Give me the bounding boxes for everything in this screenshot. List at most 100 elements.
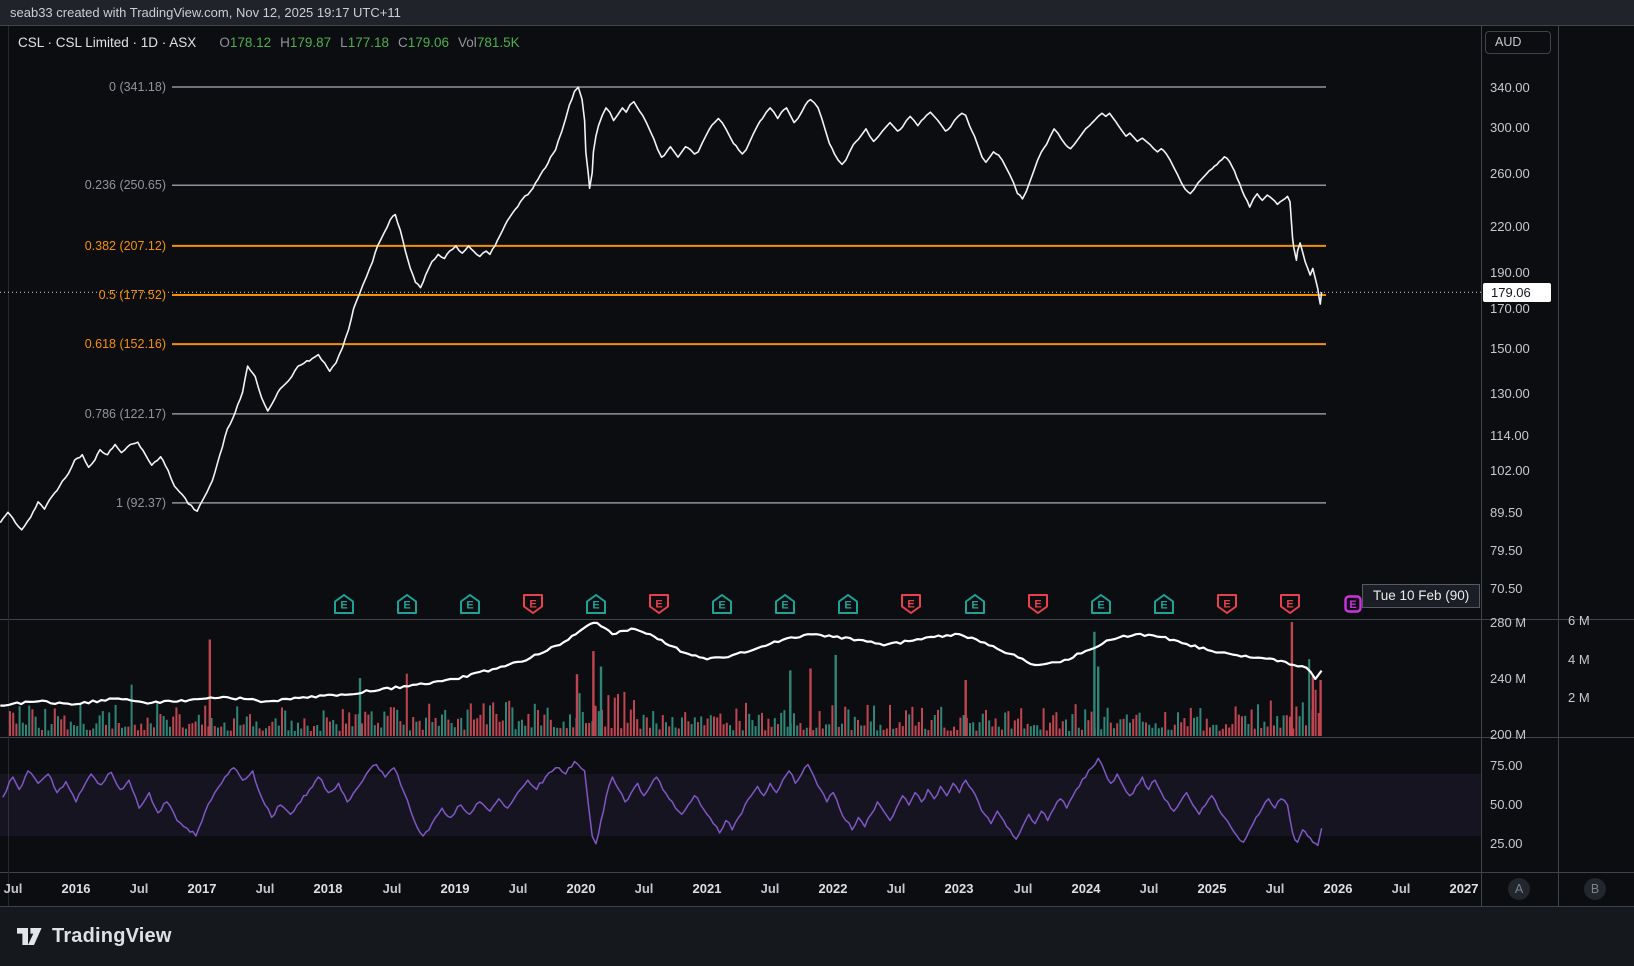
attribution-bar: seab33 created with TradingView.com, Nov… <box>0 0 1634 26</box>
svg-text:E: E <box>1160 600 1167 612</box>
earnings-badge-up[interactable]: E <box>838 594 858 614</box>
symbol-legend: CSL · CSL Limited · 1D · ASX O178.12 H179.… <box>18 35 520 50</box>
earnings-badge-down[interactable]: E <box>1280 594 1300 614</box>
tradingview-logo-text: TradingView <box>52 925 172 947</box>
price-tick: 102.00 <box>1490 463 1530 478</box>
earnings-badge-down[interactable]: E <box>649 594 669 614</box>
fib-label-0.236[interactable]: 0.236 (250.65) <box>84 178 166 192</box>
time-tick: 2016 <box>61 881 91 896</box>
time-tick: Jul <box>634 881 654 896</box>
time-tick: 2022 <box>818 881 848 896</box>
fib-label-0.5[interactable]: 0.5 (177.52) <box>98 288 166 302</box>
currency-label: AUD <box>1495 35 1522 49</box>
earnings-badge-up[interactable]: E <box>586 594 606 614</box>
earnings-badge-up[interactable]: E <box>775 594 795 614</box>
earnings-badge-next[interactable]: E <box>1343 594 1363 614</box>
earnings-badge-up[interactable]: E <box>397 594 417 614</box>
volume-overlay-tick: 280 M <box>1490 615 1527 630</box>
volume-bars <box>9 622 1322 736</box>
svg-text:E: E <box>1223 598 1230 610</box>
earnings-badge-down[interactable]: E <box>523 594 543 614</box>
attribution-text: seab33 created with TradingView.com, Nov… <box>10 5 401 20</box>
footer-bar: TradingView <box>0 907 1634 966</box>
svg-text:E: E <box>403 600 410 612</box>
price-tick: 260.00 <box>1490 166 1530 181</box>
price-tick: 89.50 <box>1490 505 1523 520</box>
earnings-tooltip-text: Tue 10 Feb (90) <box>1373 588 1470 603</box>
earnings-badge-up[interactable]: E <box>1091 594 1111 614</box>
earnings-badge-down[interactable]: E <box>1028 594 1048 614</box>
time-tick: 2018 <box>313 881 343 896</box>
earnings-badge-up[interactable]: E <box>965 594 985 614</box>
svg-text:E: E <box>718 600 725 612</box>
svg-text:E: E <box>1349 599 1356 611</box>
svg-text:E: E <box>844 600 851 612</box>
earnings-badge-up[interactable]: E <box>1154 594 1174 614</box>
time-tick: Jul <box>886 881 906 896</box>
ohlc-field-value: 179.87 <box>289 35 332 50</box>
time-axis[interactable]: Jul 2016 Jul 2017 Jul 2018 Jul 2019 Jul 2020 Jul 20… <box>0 872 1479 906</box>
rsi-tick: 25.00 <box>1490 836 1523 851</box>
earnings-badge-down[interactable]: E <box>901 594 921 614</box>
ohlc-field-label: Vol <box>458 35 477 50</box>
time-tick: 2017 <box>187 881 217 896</box>
price-scale-auto-button[interactable]: A <box>1508 878 1530 900</box>
svg-text:E: E <box>529 598 536 610</box>
time-tick: Jul <box>508 881 528 896</box>
price-tick: 220.00 <box>1490 219 1530 234</box>
fib-label-0.786[interactable]: 0.786 (122.17) <box>84 407 166 421</box>
time-tick: Jul <box>382 881 402 896</box>
price-tick: 70.50 <box>1490 581 1523 596</box>
time-tick: 2023 <box>944 881 974 896</box>
ohlc-field-value: 781.5K <box>476 35 520 50</box>
price-line[interactable] <box>0 86 1323 531</box>
svg-text:E: E <box>907 598 914 610</box>
svg-text:E: E <box>1097 600 1104 612</box>
auto-button-label: A <box>1514 882 1524 896</box>
svg-text:E: E <box>781 600 788 612</box>
ohlc-field-value: 178.12 <box>229 35 272 50</box>
time-tick: 2026 <box>1323 881 1353 896</box>
fib-label-0.618[interactable]: 0.618 (152.16) <box>84 337 166 351</box>
earnings-badge-up[interactable]: E <box>334 594 354 614</box>
svg-text:E: E <box>592 600 599 612</box>
tradingview-logo-icon <box>17 928 42 945</box>
time-tick: Jul <box>255 881 275 896</box>
fib-label-0.382[interactable]: 0.382 (207.12) <box>84 239 166 253</box>
currency-toggle-button[interactable]: AUD <box>1485 31 1551 54</box>
earnings-badge-down[interactable]: E <box>1217 594 1237 614</box>
time-tick: Jul <box>1391 881 1411 896</box>
volume-tick: 4 M <box>1568 652 1590 667</box>
fib-label-0[interactable]: 0 (341.18) <box>109 80 166 94</box>
price-tick: 130.00 <box>1490 386 1530 401</box>
price-tick: 340.00 <box>1490 80 1530 95</box>
ohlc-field-label: C <box>397 35 408 50</box>
last-price-value: 179.06 <box>1491 285 1531 300</box>
tradingview-logo[interactable]: TradingView <box>16 925 172 948</box>
svg-text:E: E <box>1034 598 1041 610</box>
time-tick: Jul <box>1265 881 1285 896</box>
volume-tick: 6 M <box>1568 613 1590 628</box>
svg-text:E: E <box>971 600 978 612</box>
svg-text:E: E <box>340 600 347 612</box>
last-price-label: 179.06 <box>1483 283 1551 302</box>
price-tick: 190.00 <box>1490 265 1530 280</box>
time-tick: Jul <box>1139 881 1159 896</box>
fib-label-1[interactable]: 1 (92.37) <box>115 496 166 510</box>
time-tick: Jul <box>760 881 780 896</box>
price-tick: 170.00 <box>1490 301 1530 316</box>
secondary-scale-button[interactable]: B <box>1584 878 1606 900</box>
ohlc-field-label: L <box>340 35 348 50</box>
time-tick: Jul <box>1013 881 1033 896</box>
earnings-tooltip: Tue 10 Feb (90) <box>1362 584 1481 608</box>
price-tick: 150.00 <box>1490 341 1530 356</box>
time-tick: Jul <box>3 881 23 896</box>
earnings-badge-up[interactable]: E <box>460 594 480 614</box>
time-tick: 2025 <box>1197 881 1227 896</box>
ohlc-field-value: 177.18 <box>347 35 389 50</box>
ohlc-field-value: 179.06 <box>407 35 450 50</box>
earnings-badge-up[interactable]: E <box>712 594 732 614</box>
symbol-title[interactable]: CSL · CSL Limited · 1D · ASX <box>18 35 197 50</box>
